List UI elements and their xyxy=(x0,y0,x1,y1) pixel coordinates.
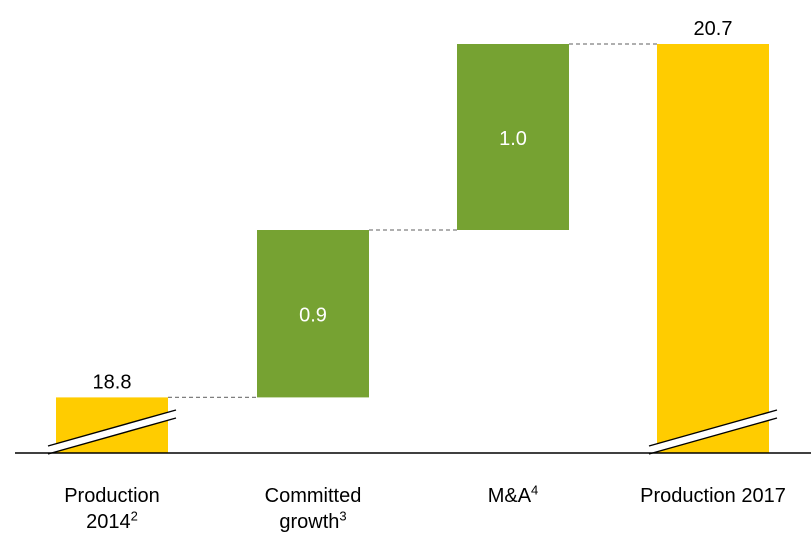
x-tick-label-2-line-0: M&A4 xyxy=(487,482,539,507)
x-tick-label-1-line-1: growth3 xyxy=(279,508,347,533)
break-gap-0 xyxy=(48,410,176,454)
x-tick-label-1: Committed growth3 xyxy=(213,483,413,535)
bar-1 xyxy=(257,230,369,398)
x-tick-label-2: M&A4 xyxy=(413,483,613,509)
x-tick-label-3: Production 2017 xyxy=(613,483,811,509)
break-line-3-1 xyxy=(648,417,778,455)
break-gap-3 xyxy=(649,410,777,454)
x-tick-label-0: Production 20142 xyxy=(12,483,212,535)
footnote-marker: 2 xyxy=(130,508,138,524)
x-tick-label-1-line-0: Committed xyxy=(264,485,362,507)
data-label-0: 18.8 xyxy=(93,371,132,393)
axis-break-marker-0 xyxy=(47,409,177,455)
bar-3 xyxy=(657,44,769,453)
footnote-marker: 4 xyxy=(531,482,539,498)
break-line-0-1 xyxy=(47,417,177,455)
footnote-marker: 3 xyxy=(339,508,347,524)
data-label-1: 0.9 xyxy=(299,305,327,327)
data-label-2: 1.0 xyxy=(499,128,527,150)
x-tick-label-0-line-0: Production xyxy=(64,485,160,507)
x-tick-label-0-line-1: 20142 xyxy=(86,508,138,533)
axis-break-marker-3 xyxy=(648,409,778,455)
data-label-3: 20.7 xyxy=(694,18,733,40)
break-line-0-0 xyxy=(47,409,177,447)
x-tick-label-3-line-0: Production 2017 xyxy=(640,485,786,507)
break-line-3-0 xyxy=(648,409,778,447)
bar-2 xyxy=(457,44,569,230)
